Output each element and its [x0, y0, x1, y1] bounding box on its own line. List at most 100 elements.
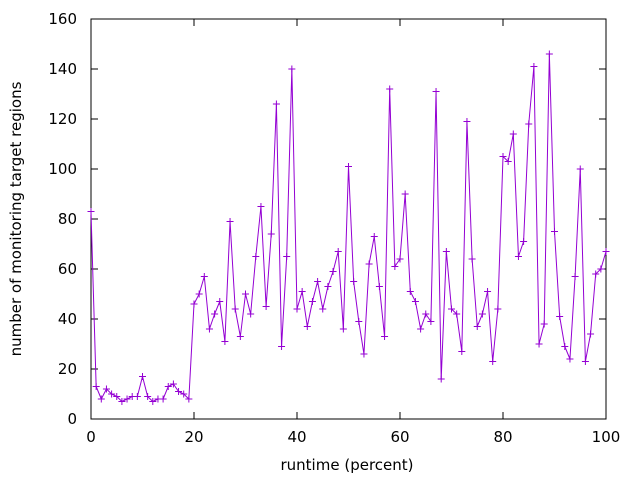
- data-point-marker: [530, 63, 538, 70]
- data-point-marker: [283, 253, 291, 260]
- x-tick-label: 60: [390, 428, 409, 446]
- data-point-marker: [437, 375, 445, 383]
- data-point-marker: [123, 395, 131, 403]
- data-point-marker: [216, 298, 224, 305]
- x-tick-label: 80: [493, 428, 512, 446]
- data-point-marker: [200, 273, 208, 280]
- data-point-marker: [401, 190, 409, 198]
- data-point-marker: [108, 390, 116, 398]
- data-point-marker: [144, 393, 152, 400]
- y-tick-label: 40: [58, 310, 77, 328]
- y-tick-label: 60: [58, 260, 77, 278]
- data-series: [87, 50, 610, 405]
- data-point-marker: [314, 278, 322, 285]
- data-point-marker: [504, 158, 512, 165]
- data-point-marker: [411, 298, 419, 305]
- data-point-marker: [288, 65, 296, 73]
- data-point-marker: [453, 310, 461, 318]
- data-point-marker: [571, 273, 579, 280]
- data-point-marker: [175, 388, 183, 395]
- data-point-marker: [375, 283, 383, 290]
- data-point-marker: [231, 305, 239, 313]
- data-point-marker: [422, 310, 430, 318]
- data-point-marker: [303, 323, 311, 330]
- data-point-marker: [92, 383, 100, 390]
- data-point-marker: [427, 318, 435, 325]
- data-point-marker: [587, 330, 595, 338]
- data-point-marker: [87, 208, 95, 215]
- data-point-marker: [417, 325, 425, 333]
- data-point-marker: [540, 320, 548, 328]
- data-point-marker: [236, 333, 244, 340]
- data-point-marker: [329, 268, 337, 275]
- data-point-marker: [190, 300, 198, 308]
- data-point-marker: [159, 395, 167, 403]
- data-point-marker: [118, 398, 126, 405]
- data-point-marker: [355, 318, 363, 325]
- data-point-marker: [448, 305, 455, 313]
- data-point-marker: [592, 270, 600, 278]
- x-axis-label: runtime (percent): [281, 456, 414, 474]
- data-point-marker: [267, 230, 275, 238]
- data-point-marker: [334, 248, 342, 255]
- data-point-marker: [102, 385, 110, 393]
- data-point-marker: [484, 288, 492, 295]
- x-tick-label: 0: [86, 428, 96, 446]
- data-point-marker: [293, 305, 301, 313]
- data-point-marker: [468, 255, 476, 263]
- y-tick-label: 120: [48, 110, 77, 128]
- data-point-marker: [597, 265, 605, 273]
- data-point-marker: [365, 260, 373, 268]
- data-point-marker: [319, 305, 327, 313]
- data-point-marker: [602, 248, 610, 255]
- data-point-marker: [396, 255, 404, 263]
- data-point-marker: [489, 358, 497, 365]
- data-point-marker: [324, 283, 332, 290]
- data-point-marker: [545, 50, 553, 58]
- data-point-marker: [226, 218, 234, 225]
- data-point-marker: [185, 395, 193, 403]
- data-point-marker: [262, 303, 270, 310]
- axes: [90, 18, 607, 420]
- data-point-marker: [242, 290, 249, 298]
- data-point-marker: [97, 395, 105, 403]
- data-point-marker: [370, 233, 378, 240]
- data-point-marker: [581, 358, 589, 365]
- data-point-marker: [169, 380, 177, 388]
- data-point-marker: [211, 310, 219, 318]
- data-point-marker: [360, 350, 368, 358]
- data-point-marker: [133, 393, 141, 400]
- y-tick-label: 100: [48, 160, 77, 178]
- data-point-marker: [386, 85, 394, 93]
- data-point-marker: [339, 325, 347, 333]
- tick-labels: 0 20 40 60 80 100 0 20 40 60 80 100 120 140 160: [48, 10, 620, 446]
- data-point-marker: [308, 298, 316, 305]
- data-point-marker: [576, 165, 584, 173]
- data-point-marker: [499, 153, 507, 160]
- data-point-marker: [535, 340, 543, 348]
- data-point-marker: [381, 333, 389, 340]
- data-point-marker: [272, 100, 280, 108]
- data-point-marker: [221, 338, 229, 345]
- data-point-marker: [205, 325, 213, 333]
- data-point-marker: [406, 288, 414, 295]
- data-point-marker: [113, 393, 121, 400]
- data-point-marker: [561, 343, 569, 350]
- data-point-marker: [525, 120, 533, 128]
- y-tick-label: 20: [58, 360, 77, 378]
- data-point-marker: [494, 305, 502, 313]
- data-point-marker: [442, 248, 450, 255]
- data-point-marker: [463, 118, 471, 125]
- data-point-marker: [278, 343, 286, 350]
- data-point-marker: [556, 313, 564, 320]
- data-point-marker: [164, 383, 172, 390]
- x-tick-label: 20: [184, 428, 203, 446]
- y-tick-label: 0: [67, 410, 77, 428]
- data-point-marker: [473, 323, 481, 330]
- data-point-marker: [458, 348, 466, 355]
- data-point-marker: [252, 253, 260, 260]
- data-point-marker: [195, 290, 203, 298]
- data-point-marker: [551, 228, 558, 235]
